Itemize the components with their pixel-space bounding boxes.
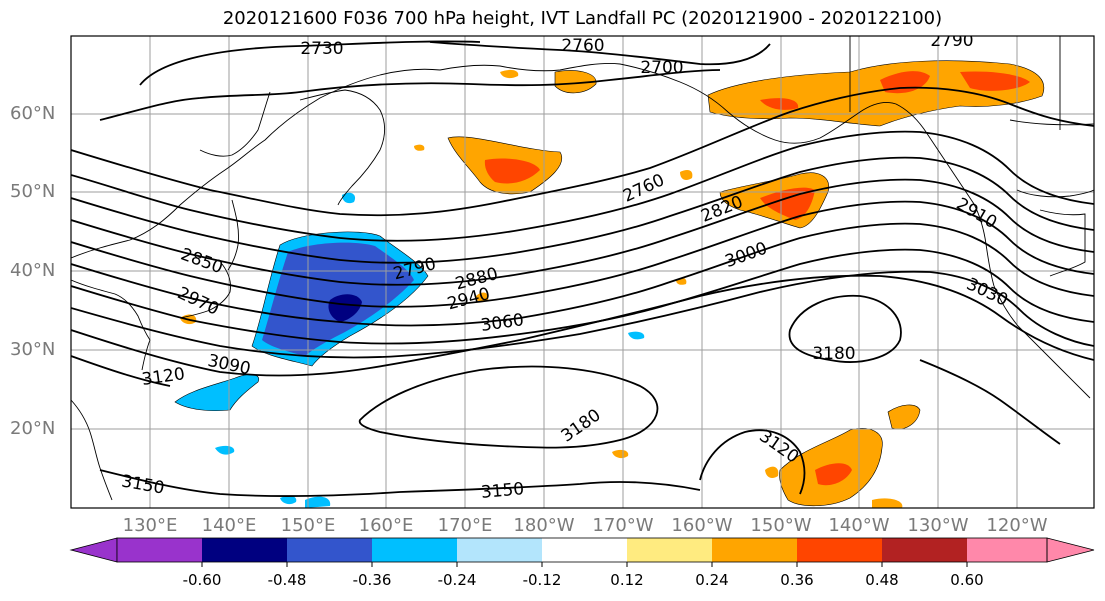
colorbar-cell	[712, 538, 797, 562]
lat-label: 50°N	[10, 181, 56, 202]
lon-label: 180°W	[513, 515, 575, 536]
positive-ivt-shading	[180, 60, 1045, 508]
lat-label: 30°N	[10, 339, 56, 360]
contour-label: 3180	[812, 344, 855, 364]
colorbar-tick-label: 0.36	[780, 571, 814, 589]
colorbar-cell	[202, 538, 287, 562]
lon-label: 160°E	[358, 515, 414, 536]
colorbar-outline	[116, 537, 1048, 563]
colorbar-cell	[882, 538, 967, 562]
contour-label: 2700	[640, 58, 683, 78]
contour-label: 3150	[480, 479, 525, 503]
lon-label: 140°W	[828, 515, 890, 536]
lat-label: 20°N	[10, 418, 56, 439]
lon-label: 130°E	[122, 515, 178, 536]
coastlines	[71, 36, 1094, 501]
lon-label: 130°W	[907, 515, 969, 536]
colorbar-tick-label: -0.24	[437, 571, 477, 589]
colorbar-tick-label: 0.60	[950, 571, 984, 589]
contour-label: 2730	[300, 39, 343, 59]
lon-label: 160°W	[671, 515, 733, 536]
colorbar-tick-label: -0.48	[267, 571, 307, 589]
lat-label: 40°N	[10, 260, 56, 281]
graticule	[71, 36, 1094, 508]
colorbar-cell	[967, 538, 1047, 562]
colorbar-tick-label: -0.60	[182, 571, 222, 589]
height-contours	[71, 40, 1094, 498]
colorbar-cell	[372, 538, 457, 562]
colorbar-cell	[627, 538, 712, 562]
lon-label: 170°E	[437, 515, 493, 536]
colorbar-tick-label: 0.24	[695, 571, 729, 589]
colorbar-ticks	[201, 562, 968, 567]
colorbar-extend-low	[69, 537, 118, 563]
lon-label: 150°W	[750, 515, 812, 536]
colorbar-extend-high	[1046, 537, 1095, 563]
lon-label: 140°E	[201, 515, 257, 536]
lon-label: 150°E	[280, 515, 336, 536]
lon-label: 170°W	[592, 515, 654, 536]
colorbar-tick-label: 0.48	[865, 571, 899, 589]
colorbar-cell	[457, 538, 542, 562]
lat-label: 60°N	[10, 103, 56, 124]
contour-label: 2790	[930, 31, 973, 51]
colorbar-cell	[797, 538, 882, 562]
lon-label: 120°W	[986, 515, 1048, 536]
map-frame	[70, 35, 1095, 509]
colorbar-tick-label: -0.12	[522, 571, 562, 589]
contour-label: 2760	[561, 36, 604, 56]
colorbar-tick-label: -0.36	[352, 571, 392, 589]
colorbar-cell	[542, 538, 627, 562]
colorbar	[69, 537, 1095, 567]
colorbar-cell	[117, 538, 202, 562]
colorbar-cell	[287, 538, 372, 562]
colorbar-tick-label: 0.12	[610, 571, 644, 589]
map-title: 2020121600 F036 700 hPa height, IVT Land…	[222, 8, 943, 29]
